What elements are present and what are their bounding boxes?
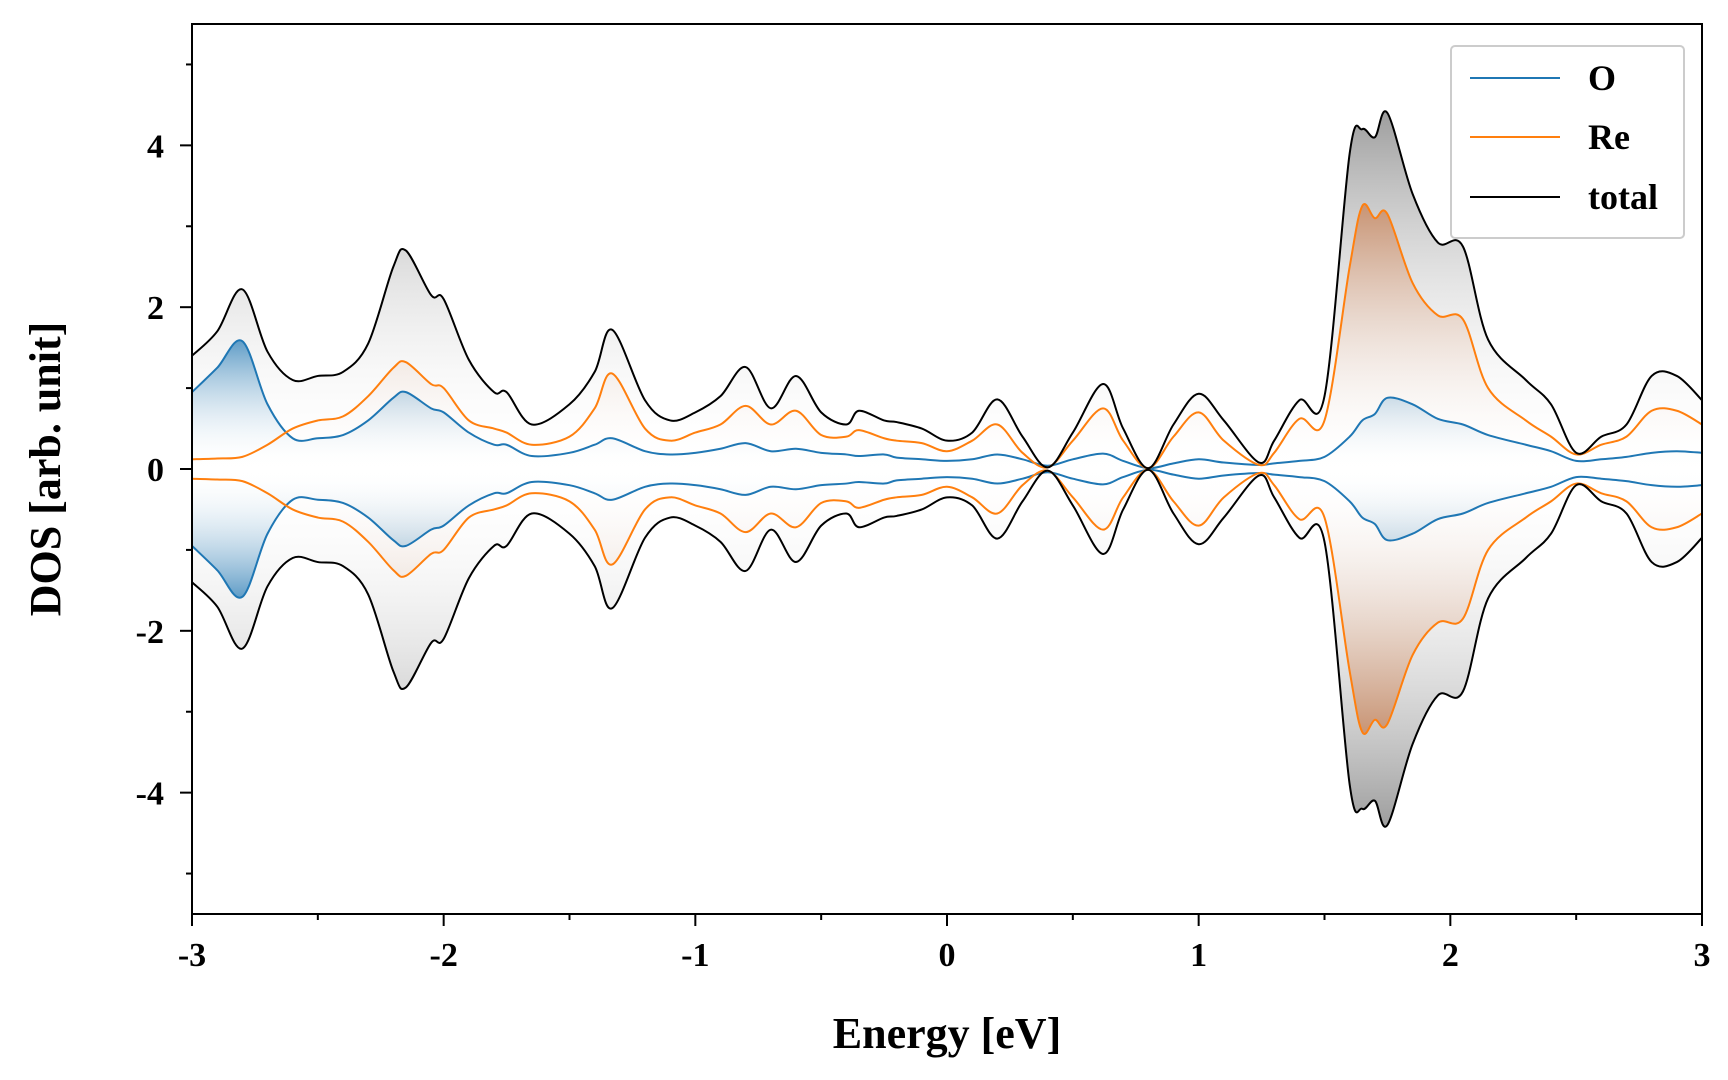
x-tick-label: -1 [681,937,709,974]
y-tick-label: 0 [147,452,164,489]
y-tick-label: -2 [136,614,164,651]
y-tick-label: 2 [147,290,164,327]
legend-entry-total: total [1470,177,1658,217]
x-tick-label: 0 [939,937,956,974]
line-re-lower [192,468,1702,735]
legend-box [1450,45,1685,239]
y-tick-label: 4 [147,128,164,165]
x-tick-label: 1 [1190,937,1207,974]
line-total-lower [192,468,1702,828]
legend-entry-re: Re [1470,117,1630,157]
x-tick-label: -2 [430,937,458,974]
line-o-upper [192,339,1702,470]
line-re-upper [192,203,1702,470]
x-tick-label: 2 [1442,937,1459,974]
legend-label-o: O [1588,58,1616,98]
legend-entry-o: O [1470,58,1616,98]
series-lines [192,110,1702,828]
y-tick-label: -4 [136,776,164,813]
legend-label-total: total [1588,177,1658,217]
x-tick-label: 3 [1694,937,1711,974]
x-axis-title: Energy [eV] [833,1009,1062,1058]
fill-areas [192,111,1702,827]
y-axis-title: DOS [arb. unit] [21,322,70,617]
x-tick-label: -3 [178,937,206,974]
line-o-lower [192,468,1702,599]
legend-label-re: Re [1588,117,1630,157]
fill-o [192,340,1702,598]
x-axis: -3 -2 -1 0 1 2 3 [178,914,1711,974]
legend: O Re total [1450,45,1685,239]
y-axis: -4 -2 0 2 4 [136,63,192,875]
line-total-upper [192,110,1702,470]
